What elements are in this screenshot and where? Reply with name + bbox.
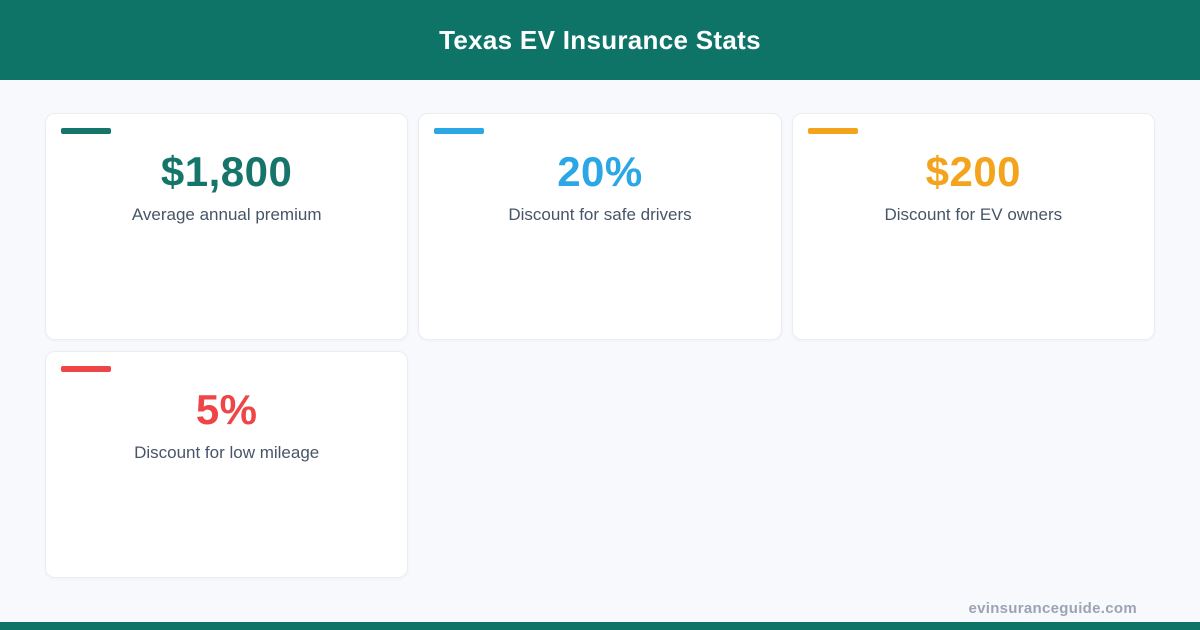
header-bar: Texas EV Insurance Stats [0, 0, 1200, 80]
stats-grid: $1,800 Average annual premium 20% Discou… [0, 80, 1200, 578]
stat-label: Discount for low mileage [134, 443, 320, 462]
stat-label: Discount for safe drivers [508, 205, 692, 224]
stat-card: 5% Discount for low mileage [45, 351, 409, 578]
stat-card: $200 Discount for EV owners [791, 113, 1155, 340]
stat-value: 5% [195, 386, 258, 433]
stat-card: $1,800 Average annual premium [45, 113, 409, 340]
page-title: Texas EV Insurance Stats [439, 24, 761, 55]
accent-bar [61, 128, 111, 134]
stat-value: $200 [925, 148, 1022, 195]
accent-bar [807, 128, 858, 134]
stat-label: Discount for EV owners [884, 205, 1063, 224]
stat-card: 20% Discount for safe drivers [418, 113, 782, 340]
stat-value: 20% [557, 148, 643, 195]
footer-site-text: evinsuranceguide.com [968, 600, 1137, 617]
stat-value: $1,800 [160, 148, 293, 195]
accent-bar [434, 128, 485, 134]
stat-label: Average annual premium [131, 205, 322, 224]
accent-bar [61, 366, 111, 372]
bottom-accent-bar [0, 622, 1200, 630]
